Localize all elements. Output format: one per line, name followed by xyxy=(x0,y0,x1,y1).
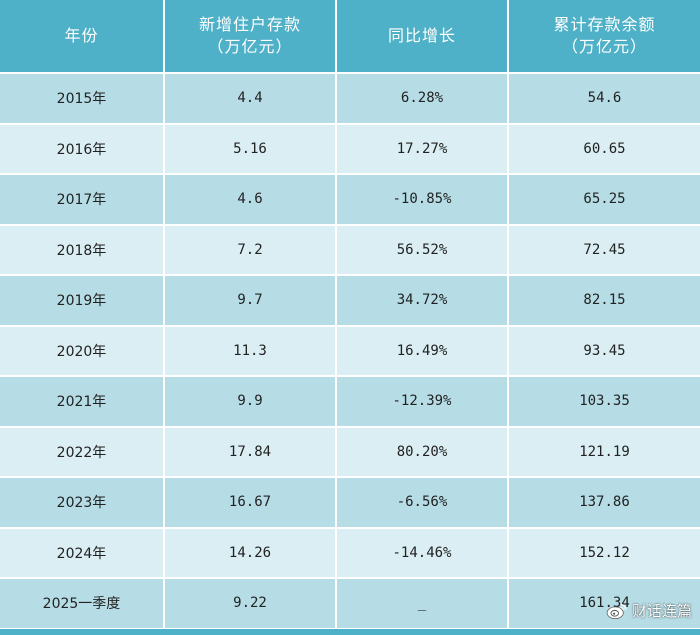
header-yoy-label: 同比增长 xyxy=(387,26,456,45)
table-row: 2020年 11.3 16.49% 93.45 xyxy=(0,326,700,377)
cell-year: 2022年 xyxy=(0,427,165,478)
header-new-deposit-label: 新增住户存款 xyxy=(198,15,301,34)
cell-year: 2021年 xyxy=(0,377,165,428)
table-row: 2023年 16.67 -6.56% 137.86 xyxy=(0,478,700,529)
cell-year: 2023年 xyxy=(0,478,165,529)
cell-balance: 152.12 xyxy=(509,528,700,579)
cell-year: 2019年 xyxy=(0,276,165,327)
cell-yoy: 56.52% xyxy=(337,225,509,276)
cell-balance: 60.65 xyxy=(509,124,700,175)
header-year-label: 年份 xyxy=(64,26,99,45)
table-row: 2017年 4.6 -10.85% 65.25 xyxy=(0,175,700,226)
header-balance: 累计存款余额 （万亿元） xyxy=(509,0,700,74)
table-row: 2015年 4.4 6.28% 54.6 xyxy=(0,74,700,125)
cell-year: 2025一季度 xyxy=(0,579,165,630)
table-row: 2016年 5.16 17.27% 60.65 xyxy=(0,124,700,175)
header-balance-label: 累计存款余额 xyxy=(553,15,656,34)
table-bottom-bar xyxy=(0,629,700,635)
cell-yoy: -6.56% xyxy=(337,478,509,529)
cell-balance: 82.15 xyxy=(509,276,700,327)
table-row: 2022年 17.84 80.20% 121.19 xyxy=(0,427,700,478)
cell-yoy: -12.39% xyxy=(337,377,509,428)
table-row: 2021年 9.9 -12.39% 103.35 xyxy=(0,377,700,428)
cell-balance: 121.19 xyxy=(509,427,700,478)
cell-new-deposit: 9.22 xyxy=(165,579,337,630)
watermark-text: 财话连篇 xyxy=(631,602,692,620)
table-row: 2018年 7.2 56.52% 72.45 xyxy=(0,225,700,276)
cell-new-deposit: 14.26 xyxy=(165,528,337,579)
table-row: 2019年 9.7 34.72% 82.15 xyxy=(0,276,700,327)
watermark: 财话连篇 xyxy=(606,600,692,621)
cell-new-deposit: 11.3 xyxy=(165,326,337,377)
header-yoy: 同比增长 xyxy=(337,0,509,74)
cell-year: 2017年 xyxy=(0,175,165,226)
table-row: 2025一季度 9.22 _ 161.34 xyxy=(0,579,700,630)
table-row: 2024年 14.26 -14.46% 152.12 xyxy=(0,528,700,579)
header-new-deposit: 新增住户存款 （万亿元） xyxy=(165,0,337,74)
cell-yoy: _ xyxy=(337,579,509,630)
cell-balance: 93.45 xyxy=(509,326,700,377)
cell-balance: 161.34 xyxy=(509,579,700,630)
cell-balance: 72.45 xyxy=(509,225,700,276)
table-header-row: 年份 新增住户存款 （万亿元） 同比增长 累计存款余额 （万亿元） xyxy=(0,0,700,74)
cell-yoy: 34.72% xyxy=(337,276,509,327)
cell-balance: 65.25 xyxy=(509,175,700,226)
cell-yoy: -10.85% xyxy=(337,175,509,226)
weibo-icon xyxy=(606,603,627,619)
header-year: 年份 xyxy=(0,0,165,74)
table-body: 2015年 4.4 6.28% 54.6 2016年 5.16 17.27% 60.65 201… xyxy=(0,74,700,630)
cell-year: 2024年 xyxy=(0,528,165,579)
cell-new-deposit: 9.9 xyxy=(165,377,337,428)
cell-yoy: 16.49% xyxy=(337,326,509,377)
cell-year: 2015年 xyxy=(0,74,165,125)
cell-yoy: 80.20% xyxy=(337,427,509,478)
cell-new-deposit: 16.67 xyxy=(165,478,337,529)
cell-new-deposit: 7.2 xyxy=(165,225,337,276)
cell-new-deposit: 4.4 xyxy=(165,74,337,125)
cell-yoy: 17.27% xyxy=(337,124,509,175)
header-new-deposit-unit: （万亿元） xyxy=(207,37,293,56)
cell-year: 2016年 xyxy=(0,124,165,175)
cell-new-deposit: 5.16 xyxy=(165,124,337,175)
cell-year: 2020年 xyxy=(0,326,165,377)
cell-balance: 103.35 xyxy=(509,377,700,428)
cell-yoy: 6.28% xyxy=(337,74,509,125)
cell-balance: 137.86 xyxy=(509,478,700,529)
cell-new-deposit: 9.7 xyxy=(165,276,337,327)
cell-year: 2018年 xyxy=(0,225,165,276)
header-balance-unit: （万亿元） xyxy=(561,37,647,56)
cell-balance: 54.6 xyxy=(509,74,700,125)
cell-yoy: -14.46% xyxy=(337,528,509,579)
cell-new-deposit: 17.84 xyxy=(165,427,337,478)
cell-new-deposit: 4.6 xyxy=(165,175,337,226)
